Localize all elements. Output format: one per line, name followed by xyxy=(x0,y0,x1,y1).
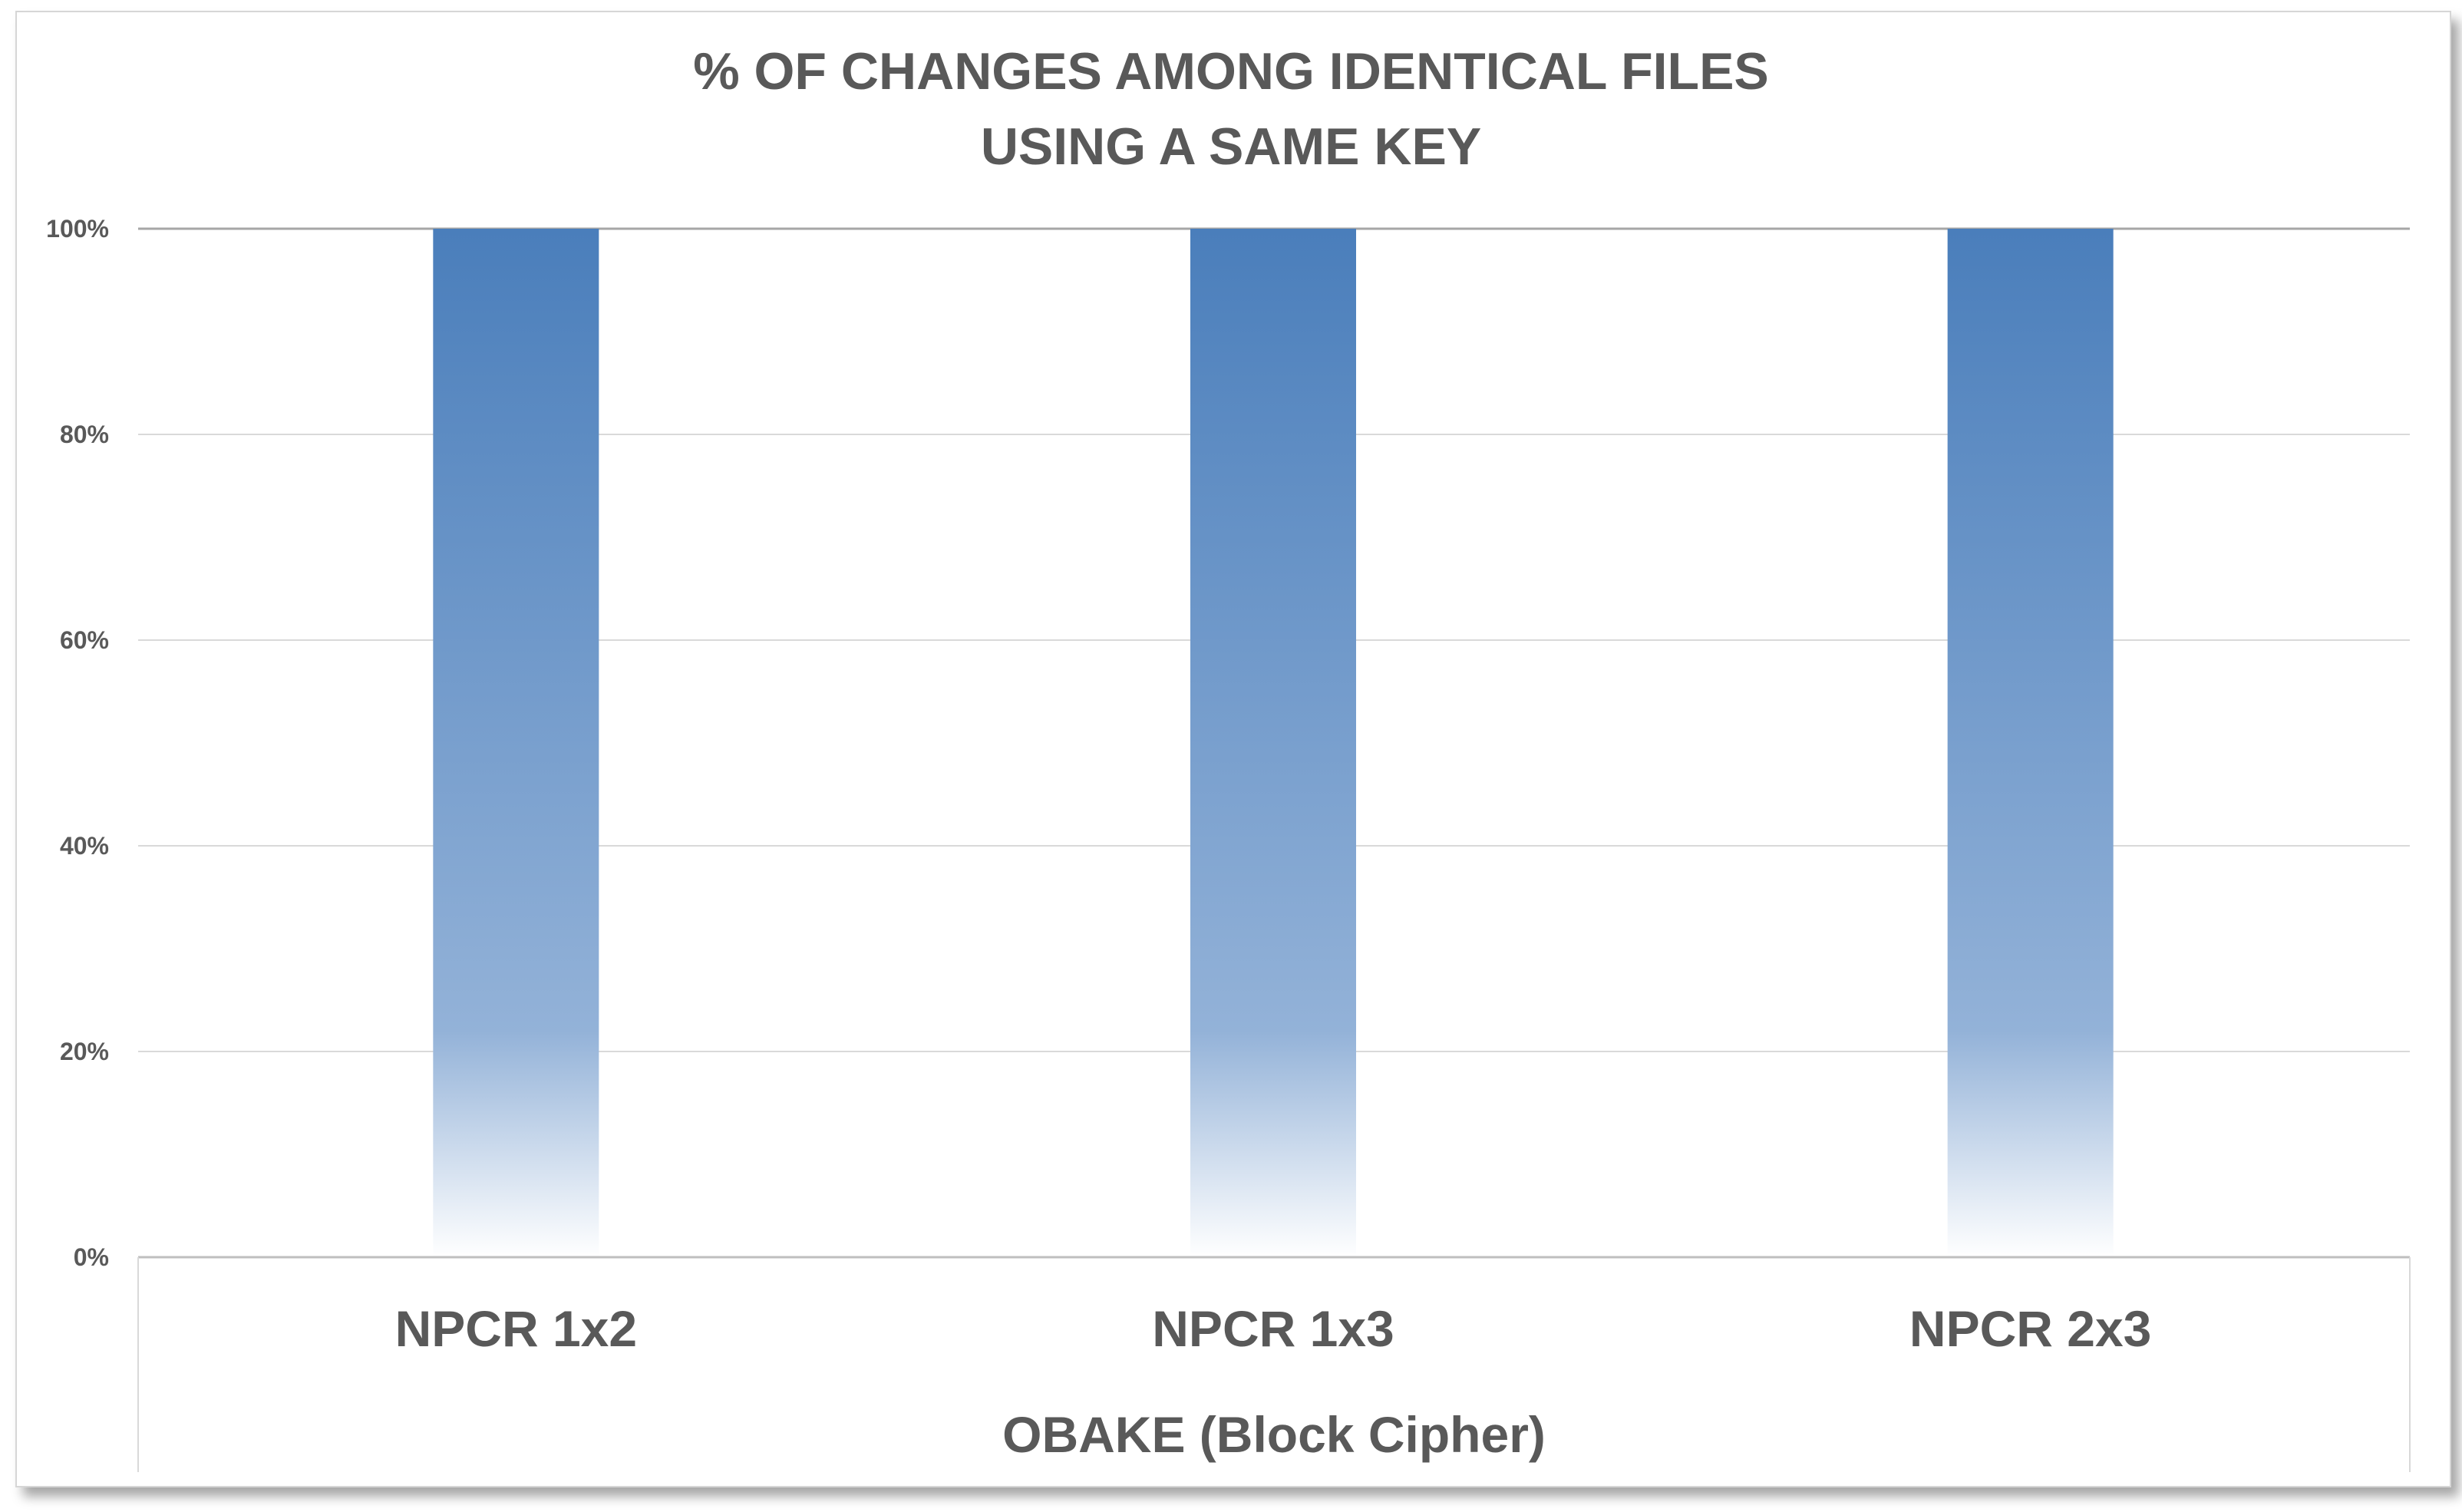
y-tick-label: 80% xyxy=(60,421,109,448)
y-tick-label: 60% xyxy=(60,626,109,654)
bars xyxy=(433,229,2114,1257)
x-category-label: NPCR 2x3 xyxy=(1909,1300,2151,1357)
x-category-label: NPCR 1x3 xyxy=(1152,1300,1394,1357)
bar-npcr-2x3 xyxy=(1947,229,2114,1257)
bar-npcr-1x3 xyxy=(1190,229,1356,1257)
y-tick-label: 40% xyxy=(60,832,109,860)
y-tick-label: 20% xyxy=(60,1038,109,1065)
category-axis xyxy=(137,1256,2411,1472)
x-axis-labels: NPCR 1x2 NPCR 1x3 NPCR 2x3 xyxy=(395,1300,2152,1357)
y-tick-label: 0% xyxy=(74,1243,109,1271)
x-category-label: NPCR 1x2 xyxy=(395,1300,637,1357)
x-group-label: OBAKE (Block Cipher) xyxy=(1002,1406,1546,1463)
y-tick-label: 100% xyxy=(46,215,109,243)
bar-npcr-1x2 xyxy=(433,229,599,1257)
chart-title-line-1: % OF CHANGES AMONG IDENTICAL FILES xyxy=(693,42,1769,101)
y-axis-ticks: 0% 20% 40% 60% 80% 100% xyxy=(46,215,109,1271)
chart-title-line-2: USING A SAME KEY xyxy=(981,117,1481,176)
